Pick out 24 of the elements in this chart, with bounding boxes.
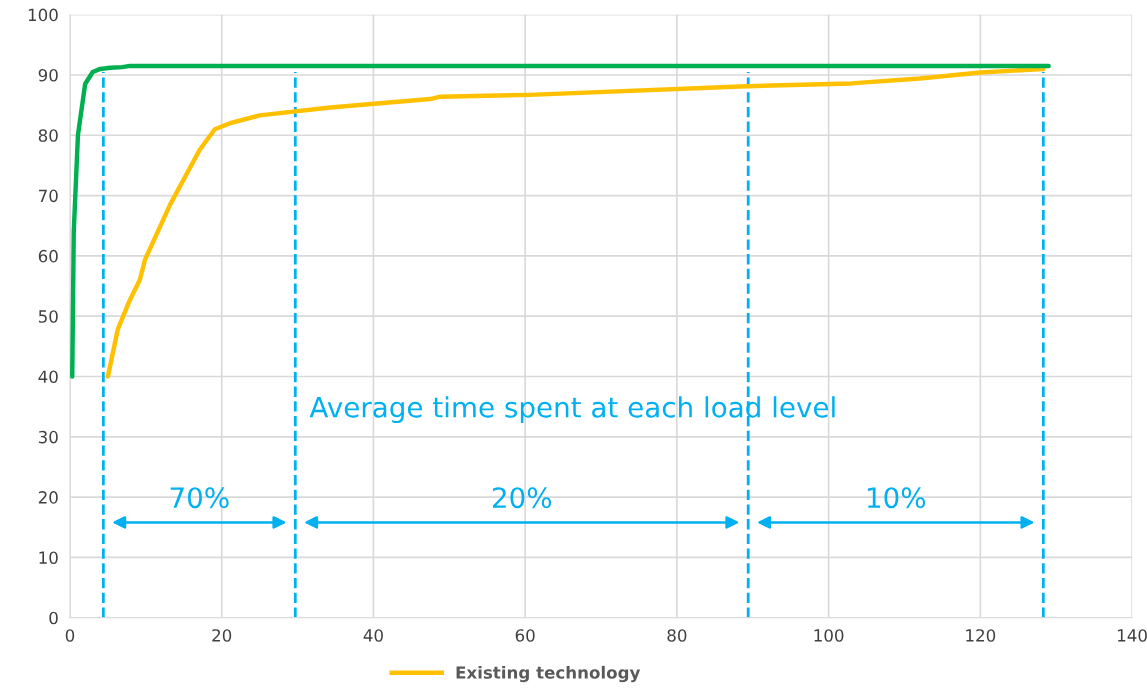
annotation: Average time spent at each load level <box>309 396 835 424</box>
x-tick-label: 40 <box>363 629 383 642</box>
x-tick-label: 60 <box>515 629 535 642</box>
y-tick-label: 50 <box>38 310 58 323</box>
y-tick-label: 90 <box>38 68 58 82</box>
x-tick-label: 20 <box>212 629 232 642</box>
y-tick-label: 10 <box>39 551 58 564</box>
x-tick-label: 120 <box>966 629 996 642</box>
x-tick-label: 80 <box>667 629 687 642</box>
y-tick-label: 30 <box>38 430 58 444</box>
y-tick-label: 20 <box>38 491 58 504</box>
y-tick-label: 0 <box>49 611 58 625</box>
x-tick-label: 140 <box>1118 629 1147 642</box>
y-tick-label: 80 <box>38 129 58 142</box>
annotation: 10% <box>867 487 926 509</box>
annotation: 70% <box>170 487 229 509</box>
x-tick-label: 0 <box>65 629 75 642</box>
annotation: 20% <box>492 487 552 509</box>
y-tick-label: 40 <box>38 370 58 384</box>
y-tick-label: 100 <box>28 8 58 22</box>
legend-label: Existing technology <box>456 665 641 683</box>
y-tick-label: 70 <box>39 189 58 203</box>
x-tick-label: 100 <box>814 629 844 642</box>
y-tick-label: 60 <box>38 249 58 263</box>
